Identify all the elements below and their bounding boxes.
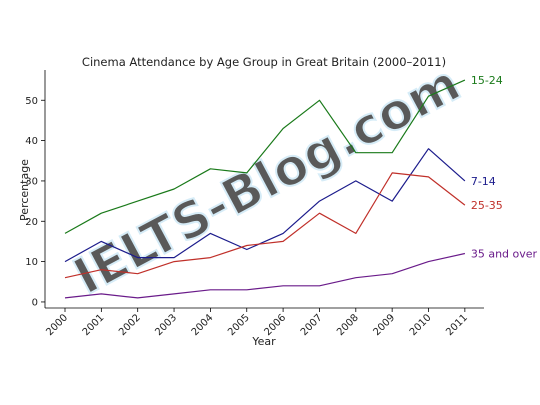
y-tick-label: 50: [25, 96, 38, 107]
x-tick-label: 2001: [81, 312, 107, 338]
series-line-7-14: [64, 148, 466, 263]
x-tick-label: 2009: [371, 312, 397, 338]
x-axis-title: Year: [251, 335, 276, 348]
series-label: 15-24: [471, 74, 503, 87]
x-tick-label: 2010: [408, 312, 434, 338]
y-tick-label: 0: [32, 297, 38, 308]
series-lines: [64, 79, 466, 299]
x-tick-label: 2008: [335, 312, 361, 338]
y-axis-title: Percentage: [18, 159, 31, 221]
y-tick-label: 20: [25, 217, 38, 228]
series-line-35-and-over: [64, 252, 466, 299]
x-tick-label: 2002: [117, 312, 143, 338]
series-line-15-24: [64, 79, 466, 234]
x-tick-label: 2005: [226, 312, 252, 338]
series-label: 35 and over: [471, 248, 538, 261]
x-tick-label: 2004: [190, 312, 216, 338]
x-tick-label: 2000: [44, 312, 70, 338]
series-label: 7-14: [471, 175, 496, 188]
series-line-25-35: [64, 172, 466, 279]
y-tick-label: 30: [25, 176, 38, 187]
x-tick-label: 2003: [153, 312, 179, 338]
y-tick-label: 10: [25, 257, 38, 268]
chart-title: Cinema Attendance by Age Group in Great …: [82, 55, 446, 69]
y-tick-label: 40: [25, 136, 38, 147]
series-labels: 15-24 7-14 25-35 35 and over: [471, 74, 538, 260]
series-label: 25-35: [471, 199, 503, 212]
x-tick-label: 2011: [444, 312, 470, 338]
x-tick-label: 2007: [299, 312, 325, 338]
